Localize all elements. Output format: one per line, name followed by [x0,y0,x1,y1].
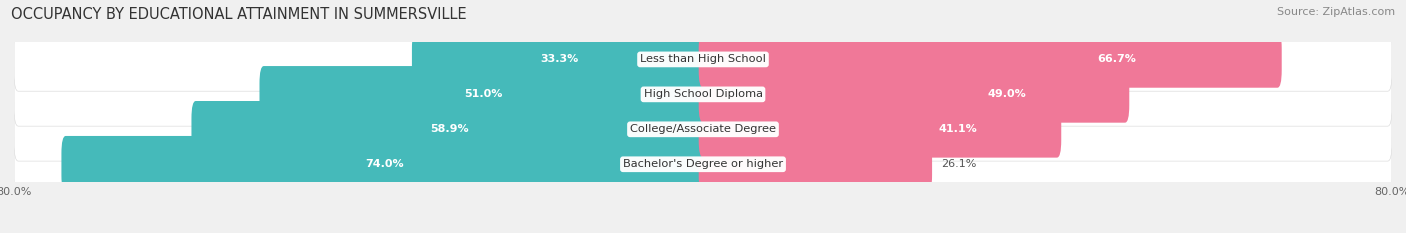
Text: 49.0%: 49.0% [987,89,1026,99]
Text: High School Diploma: High School Diploma [644,89,762,99]
Text: Bachelor's Degree or higher: Bachelor's Degree or higher [623,159,783,169]
FancyBboxPatch shape [260,66,707,123]
FancyBboxPatch shape [412,31,707,88]
Text: 26.1%: 26.1% [941,159,976,169]
FancyBboxPatch shape [699,66,1129,123]
Text: 66.7%: 66.7% [1097,55,1136,64]
Legend: Owner-occupied, Renter-occupied: Owner-occupied, Renter-occupied [576,230,830,233]
Text: OCCUPANCY BY EDUCATIONAL ATTAINMENT IN SUMMERSVILLE: OCCUPANCY BY EDUCATIONAL ATTAINMENT IN S… [11,7,467,22]
Text: 58.9%: 58.9% [430,124,468,134]
FancyBboxPatch shape [699,31,1282,88]
Text: 33.3%: 33.3% [540,55,579,64]
FancyBboxPatch shape [14,62,1392,126]
FancyBboxPatch shape [14,132,1392,196]
Text: 51.0%: 51.0% [464,89,502,99]
Text: 41.1%: 41.1% [938,124,977,134]
Text: College/Associate Degree: College/Associate Degree [630,124,776,134]
Text: Less than High School: Less than High School [640,55,766,64]
FancyBboxPatch shape [191,101,707,158]
FancyBboxPatch shape [14,28,1392,91]
FancyBboxPatch shape [62,136,707,192]
Text: 74.0%: 74.0% [366,159,404,169]
FancyBboxPatch shape [699,101,1062,158]
FancyBboxPatch shape [699,136,932,192]
FancyBboxPatch shape [14,97,1392,161]
Text: Source: ZipAtlas.com: Source: ZipAtlas.com [1277,7,1395,17]
